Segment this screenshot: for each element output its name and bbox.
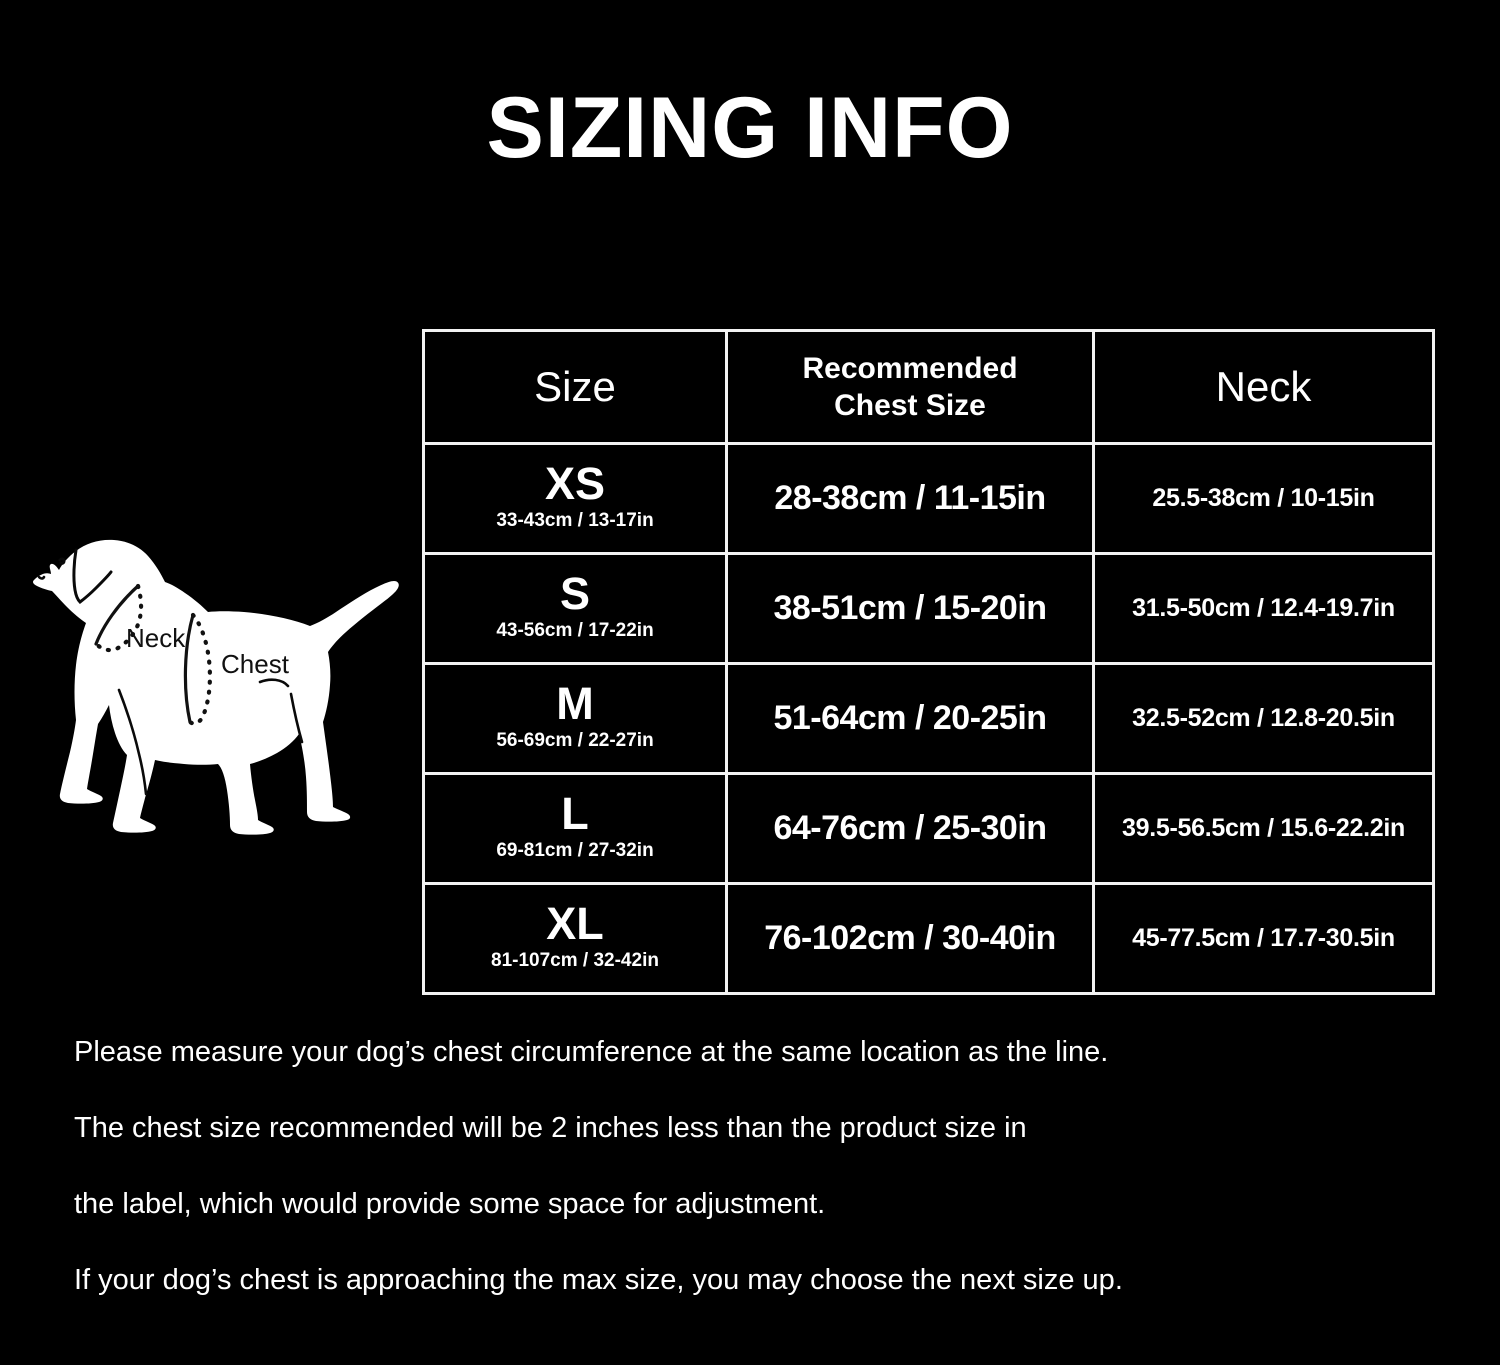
cell-chest-m: 51-64cm / 20-25in [725, 662, 1095, 775]
header-chest-line1: Recommended [802, 351, 1018, 385]
dog-silhouette-icon: Neck Chest [33, 539, 399, 835]
page-title: SIZING INFO [486, 80, 1014, 176]
size-range: 81-107cm / 32-42in [491, 949, 659, 971]
neck-measure-dotted-arc [93, 583, 144, 653]
size-range: 56-69cm / 22-27in [496, 729, 654, 751]
neck-measure-solid-arc [94, 584, 140, 646]
table-header-row: Size Recommended Chest Size Neck [422, 329, 1435, 445]
cell-size-l: L 69-81cm / 27-32in [422, 772, 728, 885]
neck-label: Neck [126, 623, 186, 653]
header-chest-line2: Chest Size [834, 389, 986, 422]
cell-size-xs: XS 33-43cm / 13-17in [422, 442, 728, 555]
table-row: M 56-69cm / 22-27in 51-64cm / 20-25in 32… [422, 662, 1435, 775]
note-line-2: The chest size recommended will be 2 inc… [74, 1112, 1027, 1144]
size-range: 69-81cm / 27-32in [496, 839, 654, 861]
notes-block: Please measure your dog’s chest circumfe… [74, 1038, 1454, 1295]
cell-size-s: S 43-56cm / 17-22in [422, 552, 728, 665]
table-row: XL 81-107cm / 32-42in 76-102cm / 30-40in… [422, 882, 1435, 995]
cell-chest-xl: 76-102cm / 30-40in [725, 882, 1095, 995]
sizing-table: Size Recommended Chest Size Neck XS 33-4… [422, 329, 1435, 995]
cell-chest-s: 38-51cm / 15-20in [725, 552, 1095, 665]
note-line-4: If your dog’s chest is approaching the m… [74, 1264, 1123, 1296]
cell-chest-xs: 28-38cm / 11-15in [725, 442, 1095, 555]
size-range: 43-56cm / 17-22in [496, 619, 654, 641]
cell-size-xl: XL 81-107cm / 32-42in [422, 882, 728, 995]
header-recommended-chest-size: Recommended Chest Size [725, 329, 1095, 445]
size-label: XS [544, 458, 606, 510]
note-line-1: Please measure your dog’s chest circumfe… [74, 1036, 1109, 1068]
size-label: XL [546, 898, 604, 950]
size-range: 33-43cm / 13-17in [496, 509, 654, 531]
cell-chest-l: 64-76cm / 25-30in [725, 772, 1095, 885]
header-size: Size [422, 329, 728, 445]
table-row: S 43-56cm / 17-22in 38-51cm / 15-20in 31… [422, 552, 1435, 665]
cell-neck-xl: 45-77.5cm / 17.7-30.5in [1092, 882, 1435, 995]
header-neck: Neck [1092, 329, 1435, 445]
chest-measure-solid-arc [183, 613, 195, 724]
cell-neck-s: 31.5-50cm / 12.4-19.7in [1092, 552, 1435, 665]
table-row: L 69-81cm / 27-32in 64-76cm / 25-30in 39… [422, 772, 1435, 885]
note-line-3: the label, which would provide some spac… [74, 1188, 826, 1220]
table-row: XS 33-43cm / 13-17in 28-38cm / 11-15in 2… [422, 442, 1435, 555]
cell-neck-l: 39.5-56.5cm / 15.6-22.2in [1092, 772, 1435, 885]
dog-measurement-diagram: Neck Chest [18, 522, 418, 862]
chest-measure-dotted-arc [187, 612, 212, 726]
size-label: M [556, 678, 594, 730]
chest-label: Chest [221, 649, 290, 679]
cell-neck-xs: 25.5-38cm / 10-15in [1092, 442, 1435, 555]
cell-size-m: M 56-69cm / 22-27in [422, 662, 728, 775]
size-label: L [561, 788, 589, 840]
cell-neck-m: 32.5-52cm / 12.8-20.5in [1092, 662, 1435, 775]
size-label: S [559, 568, 590, 620]
